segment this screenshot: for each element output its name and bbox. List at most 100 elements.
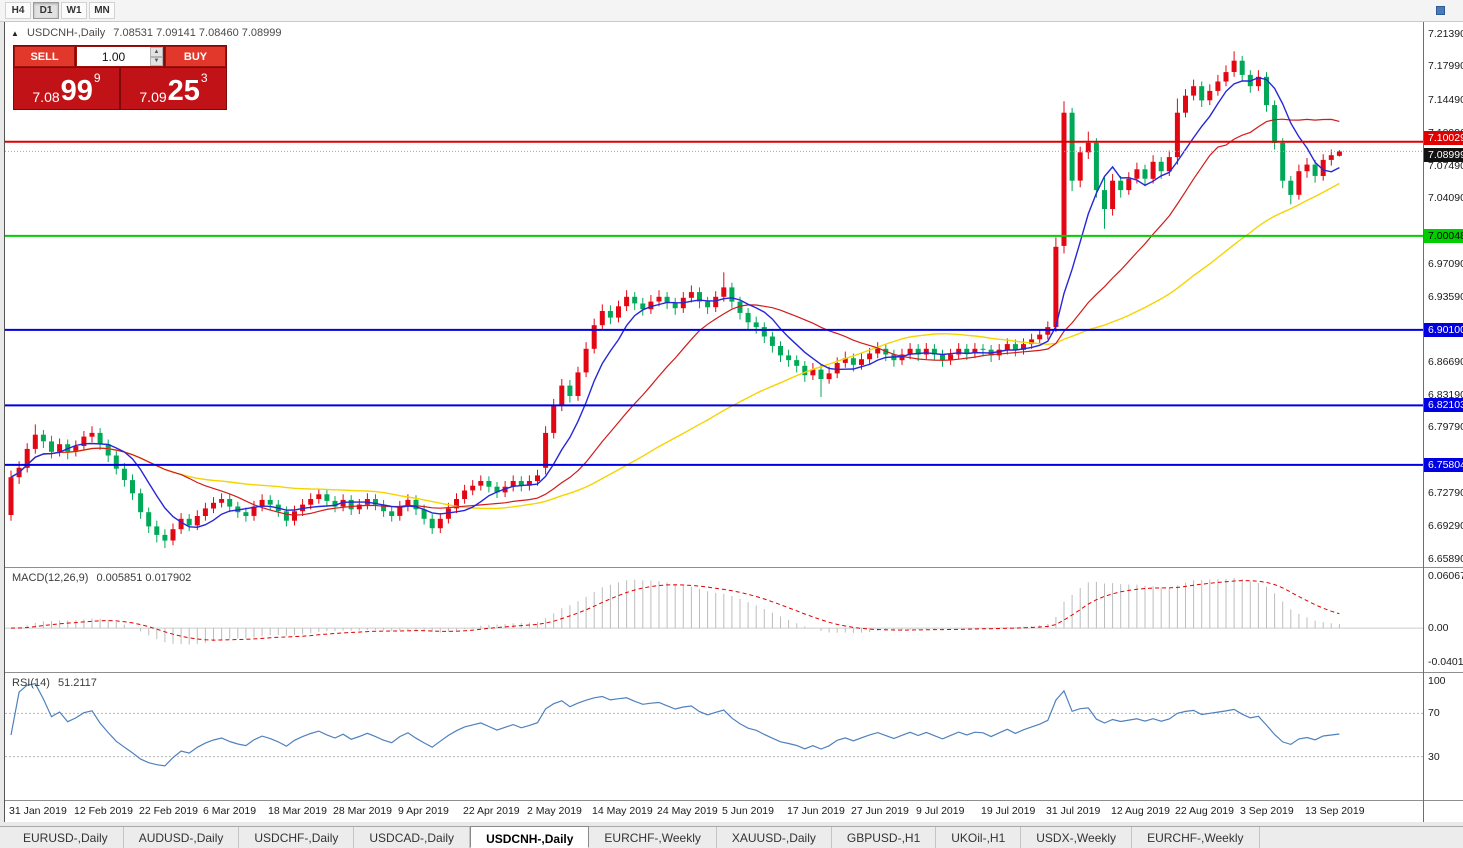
- macd-chart: [5, 578, 1423, 645]
- date-label: 9 Jul 2019: [916, 805, 965, 817]
- rsi-pane[interactable]: RSI(14) 51.2117 100 70 30: [5, 672, 1463, 800]
- buy-price-base: 7.09: [139, 89, 167, 105]
- candles: [8, 51, 1342, 549]
- date-label: 19 Jul 2019: [981, 805, 1036, 817]
- volume-field[interactable]: 1.00 ▲ ▼: [76, 46, 164, 67]
- time-axis[interactable]: 31 Jan 2019 12 Feb 2019 22 Feb 2019 6 Mar 2…: [5, 800, 1463, 822]
- sell-price-pips: 99: [60, 75, 93, 108]
- macd-histogram: [18, 578, 1340, 645]
- sell-price-display[interactable]: 7.08 99 9: [14, 68, 119, 109]
- mini-scroll-button[interactable]: [1436, 6, 1445, 15]
- ma-fast-line: [10, 76, 1340, 529]
- candlestick-chart[interactable]: [5, 22, 1423, 567]
- date-label: 22 Apr 2019: [463, 805, 520, 817]
- volume-up-button[interactable]: ▲: [150, 47, 163, 57]
- date-label: 27 Jun 2019: [851, 805, 909, 817]
- date-label: 13 Sep 2019: [1305, 805, 1365, 817]
- rsi-chart: [5, 683, 1423, 767]
- price-badge-blue-level-1: 6.90100: [1424, 323, 1463, 337]
- price-axis-label: 6.93590: [1428, 291, 1463, 303]
- price-badge-blue-level-2: 6.82103: [1424, 398, 1463, 412]
- rsi-label: RSI(14) 51.2117: [12, 677, 97, 689]
- rsi-axis-label: 30: [1428, 751, 1440, 763]
- tab-usdchf-daily[interactable]: USDCHF-,Daily: [239, 827, 355, 848]
- price-badge-current-price: 7.08999: [1424, 148, 1463, 162]
- tab-eurchf-weekly[interactable]: EURCHF-,Weekly: [1132, 827, 1260, 848]
- price-axis-label: 7.04090: [1428, 192, 1463, 204]
- price-axis-label: 6.65890: [1428, 553, 1463, 565]
- chart-title: ▲ USDCNH-,Daily 7.08531 7.09141 7.08460 …: [11, 27, 282, 39]
- timeframe-button-d1[interactable]: D1: [33, 2, 59, 19]
- price-axis-label: 7.17990: [1428, 60, 1463, 72]
- tab-ukoil-h1[interactable]: UKOil-,H1: [936, 827, 1022, 848]
- tab-usdcad-daily[interactable]: USDCAD-,Daily: [354, 827, 471, 848]
- chart-title-ohlc: 7.08531 7.09141 7.08460 7.08999: [113, 27, 282, 39]
- axis-separator-line: [1423, 22, 1424, 822]
- sell-price-pipette: 9: [93, 71, 101, 85]
- macd-axis-label: 0.060674: [1428, 570, 1463, 582]
- tab-audusd-daily[interactable]: AUDUSD-,Daily: [124, 827, 240, 848]
- date-label: 9 Apr 2019: [398, 805, 449, 817]
- price-axis-label: 7.21390: [1428, 28, 1463, 40]
- macd-pane[interactable]: MACD(12,26,9) 0.005851 0.017902 0.060674…: [5, 567, 1463, 672]
- price-axis-label: 6.79790: [1428, 421, 1463, 433]
- date-label: 12 Feb 2019: [74, 805, 133, 817]
- macd-axis[interactable]: 0.060674 0.00 -0.040152: [1424, 568, 1463, 672]
- date-label: 31 Jul 2019: [1046, 805, 1101, 817]
- date-label: 12 Aug 2019: [1111, 805, 1170, 817]
- price-badge-green-level: 7.00048: [1424, 229, 1463, 243]
- price-axis-label: 6.69290: [1428, 520, 1463, 532]
- date-label: 28 Mar 2019: [333, 805, 392, 817]
- rsi-axis-label: 70: [1428, 707, 1440, 719]
- price-axis-label: 6.86690: [1428, 356, 1463, 368]
- rsi-current-value: 51.2117: [57, 677, 97, 689]
- tab-eurusd-daily[interactable]: EURUSD-,Daily: [8, 827, 124, 848]
- macd-label: MACD(12,26,9) 0.005851 0.017902: [12, 572, 191, 584]
- buy-price-pipette: 3: [200, 71, 208, 85]
- macd-name: MACD(12,26,9): [12, 572, 89, 584]
- tab-usdx-weekly[interactable]: USDX-,Weekly: [1021, 827, 1133, 848]
- rsi-name: RSI(14): [12, 677, 50, 689]
- date-label: 2 May 2019: [527, 805, 582, 817]
- price-badge-resistance: 7.10029: [1424, 131, 1463, 145]
- tab-eurchf-weekly[interactable]: EURCHF-,Weekly: [589, 827, 717, 848]
- sell-button[interactable]: SELL: [14, 46, 75, 67]
- timeframe-button-mn[interactable]: MN: [89, 2, 115, 19]
- tab-usdcnh-daily[interactable]: USDCNH-,Daily: [470, 826, 590, 848]
- tab-gbpusd-h1[interactable]: GBPUSD-,H1: [832, 827, 937, 848]
- sell-price-base: 7.08: [32, 89, 60, 105]
- date-label: 5 Jun 2019: [722, 805, 774, 817]
- chart-tabs-bar: EURUSD-,Daily AUDUSD-,Daily USDCHF-,Daily U…: [0, 826, 1463, 848]
- timeframe-button-w1[interactable]: W1: [61, 2, 87, 19]
- date-label: 17 Jun 2019: [787, 805, 845, 817]
- date-label: 14 May 2019: [592, 805, 653, 817]
- price-badge-blue-level-3: 6.75804: [1424, 458, 1463, 472]
- tab-xauusd-daily[interactable]: XAUUSD-,Daily: [717, 827, 832, 848]
- volume-value[interactable]: 1.00: [101, 49, 126, 64]
- rsi-axis-label: 100: [1428, 675, 1446, 687]
- date-label: 24 May 2019: [657, 805, 718, 817]
- price-axis-label: 6.72790: [1428, 487, 1463, 499]
- buy-price-pips: 25: [167, 75, 200, 108]
- buy-price-display[interactable]: 7.09 25 3: [121, 68, 226, 109]
- macd-axis-label: -0.040152: [1428, 656, 1463, 668]
- collapse-trade-panel-icon[interactable]: ▲: [11, 29, 19, 38]
- ma-mid-line: [10, 118, 1340, 516]
- price-axis-label: 6.97090: [1428, 258, 1463, 270]
- rsi-axis[interactable]: 100 70 30: [1424, 673, 1463, 800]
- price-pane[interactable]: ▲ USDCNH-,Daily 7.08531 7.09141 7.08460 …: [5, 22, 1463, 567]
- buy-button[interactable]: BUY: [165, 46, 226, 67]
- date-label: 22 Feb 2019: [139, 805, 198, 817]
- timeframe-toolbar: H4 D1 W1 MN: [0, 0, 1463, 22]
- date-label: 18 Mar 2019: [268, 805, 327, 817]
- volume-down-button[interactable]: ▼: [150, 56, 163, 66]
- price-axis-label: 7.14490: [1428, 94, 1463, 106]
- date-label: 6 Mar 2019: [203, 805, 257, 817]
- timeframe-button-h4[interactable]: H4: [5, 2, 31, 19]
- macd-signal-line: [10, 580, 1340, 641]
- price-axis[interactable]: 7.213907.179907.144907.109907.074907.040…: [1424, 22, 1463, 567]
- date-label: 3 Sep 2019: [1240, 805, 1294, 817]
- ma-slow-line: [10, 182, 1340, 510]
- price-axis-label: 7.07490: [1428, 160, 1463, 172]
